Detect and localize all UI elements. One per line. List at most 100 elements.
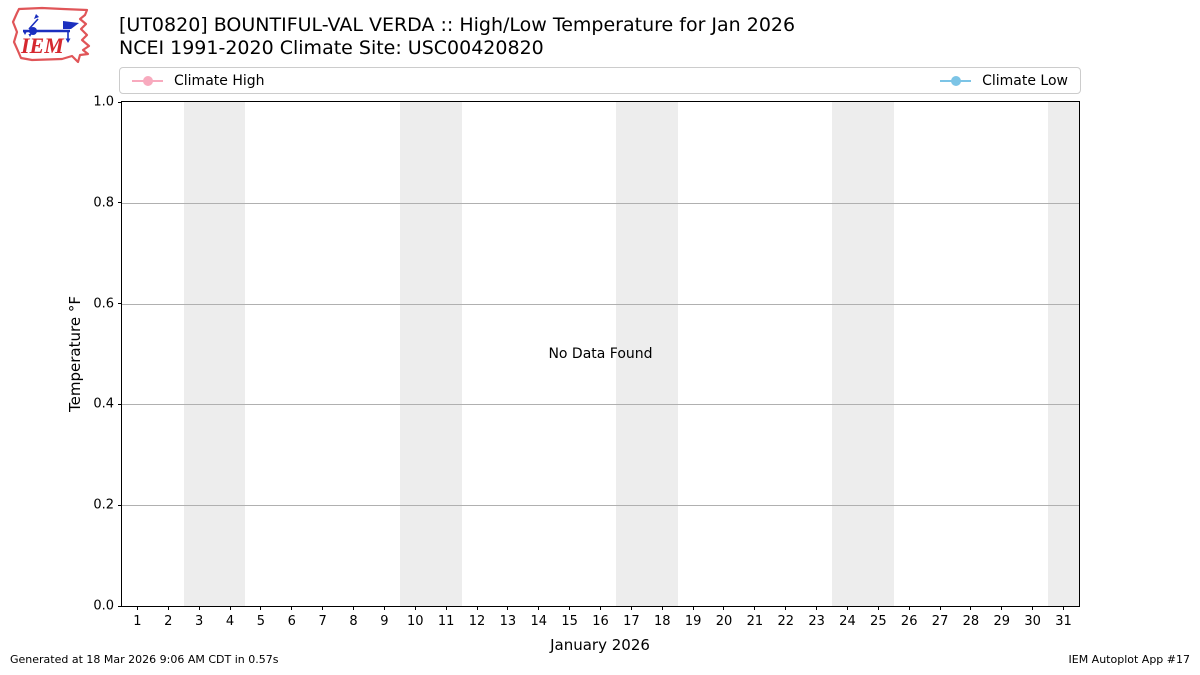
x-tick-mark: [476, 606, 478, 610]
x-tick-mark: [1032, 606, 1034, 610]
x-tick-label: 5: [256, 614, 266, 629]
x-tick-mark: [877, 606, 879, 610]
x-tick-mark: [600, 606, 601, 610]
x-tick-label: 20: [715, 614, 733, 629]
x-tick-label: 21: [746, 614, 764, 629]
x-tick-label: 12: [468, 614, 486, 629]
x-tick-mark: [630, 606, 632, 610]
x-tick-label: 30: [1024, 614, 1041, 629]
x-tick-mark: [167, 606, 169, 610]
x-tick-label: 1: [133, 614, 142, 629]
legend-label-climate-low: Climate Low: [982, 72, 1068, 89]
gridline: [122, 303, 1079, 305]
x-tick-label: 23: [808, 614, 825, 629]
y-tick-label: 0.2: [93, 497, 114, 513]
y-tick-label: 0.8: [93, 195, 114, 211]
x-tick-mark: [198, 606, 200, 610]
gridline: [122, 202, 1079, 204]
x-tick-mark: [260, 606, 262, 610]
x-tick-mark: [661, 606, 663, 610]
x-tick-mark: [785, 606, 787, 610]
y-axis-label: Temperature °F: [66, 296, 84, 412]
x-tick-mark: [692, 606, 694, 610]
gridline: [122, 505, 1079, 507]
y-tick-mark: [118, 403, 122, 405]
x-tick-mark: [136, 606, 138, 610]
y-tick-mark: [118, 303, 122, 305]
weekend-band: [183, 102, 246, 606]
x-tick-label: 2: [164, 614, 173, 629]
x-tick-label: 14: [530, 614, 548, 629]
weather-vane-icon: [23, 14, 79, 43]
x-tick-label: 28: [962, 614, 980, 629]
x-tick-mark: [970, 606, 972, 610]
chart-title: [UT0820] BOUNTIFUL-VAL VERDA :: High/Low…: [119, 14, 796, 36]
x-tick-mark: [723, 606, 725, 610]
x-tick-mark: [1001, 606, 1003, 610]
x-tick-label: 18: [653, 614, 671, 629]
x-tick-label: 22: [777, 614, 794, 629]
legend-label-climate-high: Climate High: [174, 72, 265, 89]
x-tick-label: 6: [287, 614, 296, 629]
y-tick-mark: [118, 504, 122, 506]
y-tick-mark: [118, 605, 122, 607]
x-axis-label: January 2026: [550, 636, 650, 654]
plot-area: No Data Found 0.0 0.2 0.4 0.6 0.8 1.0 1 2 3 4 5 6 7 8…: [93, 95, 1080, 629]
x-tick-label: 16: [592, 614, 609, 629]
x-tick-label: 24: [839, 614, 856, 629]
x-tick-label: 17: [623, 614, 640, 629]
climate-low-dot: [950, 75, 961, 86]
climate-low-marker-icon: [940, 75, 972, 86]
x-tick-mark: [322, 606, 324, 610]
x-tick-mark: [507, 606, 509, 610]
x-tick-mark: [939, 606, 941, 610]
x-tick-mark: [229, 606, 231, 610]
x-tick-mark: [816, 606, 818, 610]
x-tick-mark: [383, 606, 385, 610]
legend-item-climate-low: Climate Low: [940, 73, 1068, 89]
x-tick-mark: [353, 606, 355, 610]
climate-high-marker-icon: [132, 75, 163, 86]
climate-high-dot: [142, 75, 153, 86]
x-tick-label: 9: [380, 614, 389, 629]
x-tick-mark: [445, 606, 447, 610]
no-data-annotation: No Data Found: [548, 346, 653, 362]
weekend-band: [832, 102, 894, 606]
x-tick-label: 7: [318, 614, 327, 629]
y-tick-label: 0.4: [93, 396, 114, 412]
iem-logo-text: IEM: [20, 33, 65, 58]
x-tick-mark: [1063, 606, 1065, 610]
x-tick-label: 31: [1055, 614, 1072, 629]
weekend-band: [1048, 102, 1079, 606]
x-tick-label: 26: [900, 614, 918, 629]
gridline: [122, 404, 1079, 406]
x-tick-label: 3: [195, 614, 204, 629]
y-tick-label: 0.0: [93, 598, 114, 614]
x-tick-label: 25: [870, 614, 887, 629]
x-tick-mark: [414, 606, 416, 610]
x-tick-label: 10: [406, 614, 424, 629]
iowa-outline: [11, 6, 91, 64]
x-tick-mark: [538, 606, 540, 610]
y-tick-label: 0.6: [93, 296, 114, 312]
x-tick-label: 19: [684, 614, 702, 629]
y-tick-mark: [118, 202, 122, 204]
x-tick-mark: [908, 606, 910, 610]
x-tick-mark: [754, 606, 756, 610]
x-tick-mark: [291, 606, 293, 610]
footer-app-text: IEM Autoplot App #17: [1068, 653, 1191, 666]
iem-logo-icon: IEM: [11, 6, 91, 64]
title-block: [UT0820] BOUNTIFUL-VAL VERDA :: High/Low…: [119, 14, 795, 60]
footer-generated-text: Generated at 18 Mar 2026 9:06 AM CDT in …: [10, 653, 279, 666]
x-tick-label: 15: [561, 614, 578, 629]
x-tick-label: 27: [931, 614, 949, 629]
legend: Climate High Climate Low: [119, 67, 1081, 94]
weekend-band: [399, 102, 462, 606]
y-tick-label: 1.0: [93, 94, 114, 110]
x-tick-label: 4: [225, 614, 235, 629]
x-tick-mark: [846, 606, 848, 610]
x-tick-label: 11: [437, 614, 455, 629]
y-tick-mark: [118, 101, 122, 103]
x-tick-mark: [569, 606, 571, 610]
